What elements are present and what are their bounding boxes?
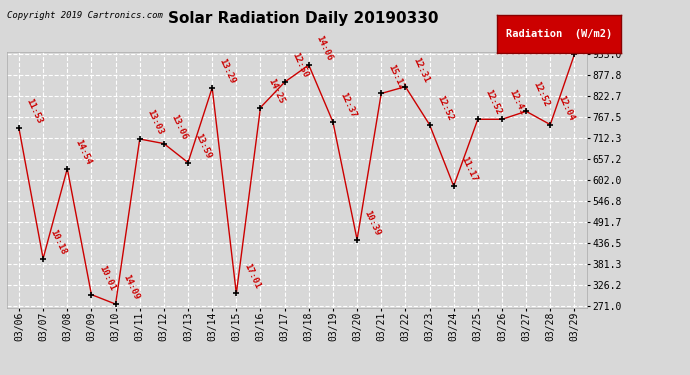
Text: 12:41: 12:41 — [508, 88, 527, 117]
Text: 12:50: 12:50 — [290, 51, 310, 80]
Text: 12:31: 12:31 — [411, 56, 431, 84]
Text: 10:18: 10:18 — [49, 228, 68, 256]
Text: 10:39: 10:39 — [363, 209, 382, 237]
Text: 12:52: 12:52 — [532, 80, 551, 108]
Text: 12:52: 12:52 — [484, 88, 503, 117]
Text: 13:59: 13:59 — [194, 132, 213, 160]
Text: 11:17: 11:17 — [460, 155, 479, 183]
Text: 12:37: 12:37 — [339, 91, 358, 119]
Text: 14:09: 14:09 — [121, 273, 141, 301]
Text: 15:12: 15:12 — [387, 63, 406, 91]
Text: Copyright 2019 Cartronics.com: Copyright 2019 Cartronics.com — [7, 11, 163, 20]
Text: 11:53: 11:53 — [25, 98, 44, 126]
Text: 12:04: 12:04 — [556, 94, 575, 122]
Text: 14:54: 14:54 — [73, 138, 92, 166]
Text: 13:29: 13:29 — [218, 57, 237, 85]
Text: Radiation  (W/m2): Radiation (W/m2) — [506, 29, 612, 39]
Text: 13:06: 13:06 — [170, 112, 189, 141]
Text: 17:01: 17:01 — [242, 262, 262, 291]
Text: 13:03: 13:03 — [146, 108, 165, 136]
Text: 14:06: 14:06 — [315, 34, 334, 62]
Text: Solar Radiation Daily 20190330: Solar Radiation Daily 20190330 — [168, 11, 439, 26]
Text: 12:52: 12:52 — [435, 94, 455, 122]
Text: 12:52: 12:52 — [580, 24, 600, 52]
Text: 10:01: 10:01 — [97, 264, 117, 292]
Text: 14:25: 14:25 — [266, 76, 286, 105]
